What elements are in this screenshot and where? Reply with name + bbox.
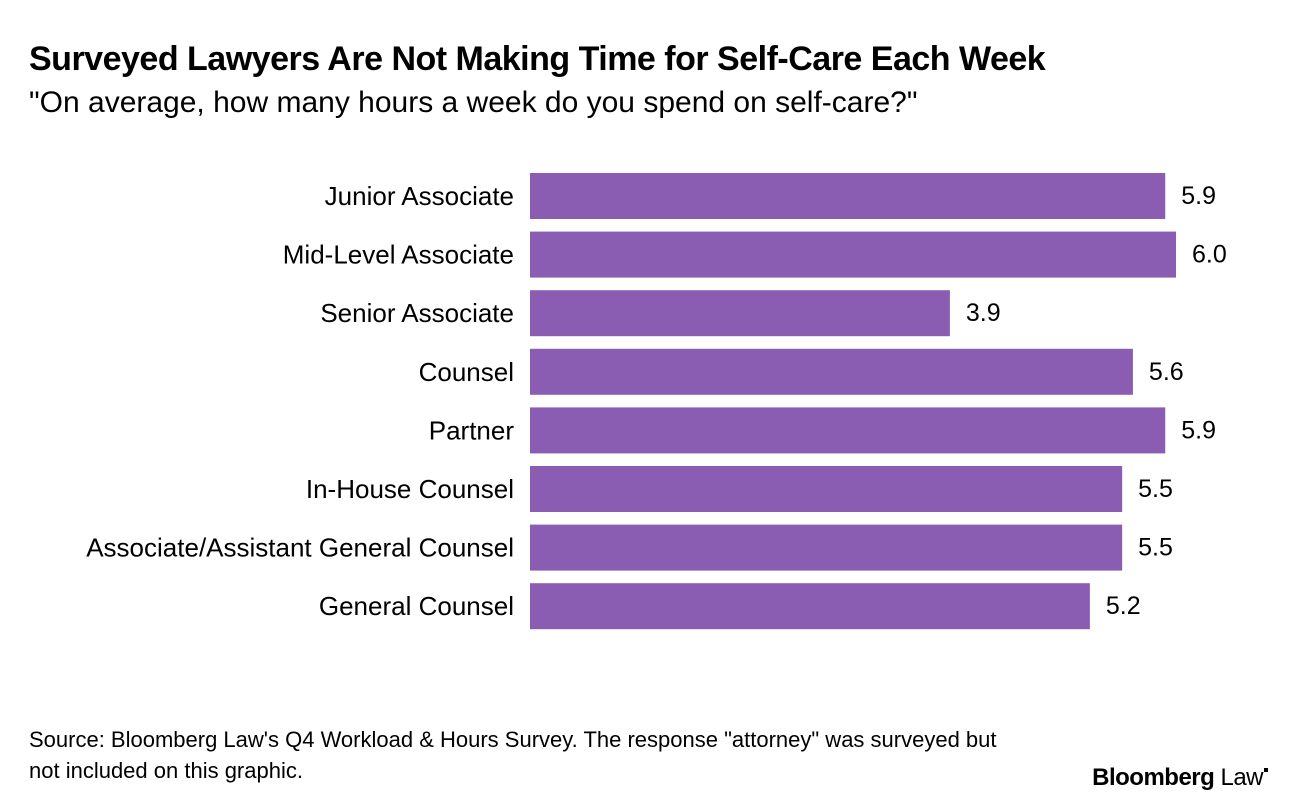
value-label: 5.6 — [1149, 358, 1184, 386]
logo-dot-icon — [1264, 768, 1268, 772]
bar — [530, 583, 1090, 630]
category-label: Counsel — [419, 357, 514, 387]
value-label: 6.0 — [1192, 241, 1227, 269]
logo-primary-text: Bloomberg — [1092, 764, 1215, 791]
category-label: Senior Associate — [320, 298, 514, 328]
value-label: 5.9 — [1181, 416, 1216, 444]
bar — [530, 231, 1176, 278]
category-label: Partner — [429, 415, 515, 445]
source-note: Source: Bloomberg Law's Q4 Workload & Ho… — [29, 727, 997, 783]
chart-title: Surveyed Lawyers Are Not Making Time for… — [29, 40, 1046, 78]
category-label: Junior Associate — [325, 181, 514, 211]
category-label: Mid-Level Associate — [283, 240, 514, 270]
value-label: 5.5 — [1138, 475, 1173, 503]
category-label: General Counsel — [319, 591, 514, 621]
category-label: Associate/Assistant General Counsel — [86, 533, 514, 563]
bar — [530, 407, 1166, 454]
bar — [530, 290, 950, 337]
bar — [530, 466, 1123, 512]
bar — [530, 173, 1166, 219]
logo-secondary-text: Law — [1220, 764, 1263, 791]
chart-subtitle: "On average, how many hours a week do yo… — [29, 86, 918, 119]
bloomberg-law-logo: Bloomberg Law — [1092, 764, 1268, 792]
value-label: 5.2 — [1106, 592, 1141, 620]
value-label: 5.5 — [1138, 534, 1173, 562]
bar — [530, 524, 1123, 571]
value-label: 3.9 — [966, 299, 1001, 327]
category-label: In-House Counsel — [306, 474, 514, 504]
value-label: 5.9 — [1181, 182, 1216, 210]
bar — [530, 348, 1133, 395]
